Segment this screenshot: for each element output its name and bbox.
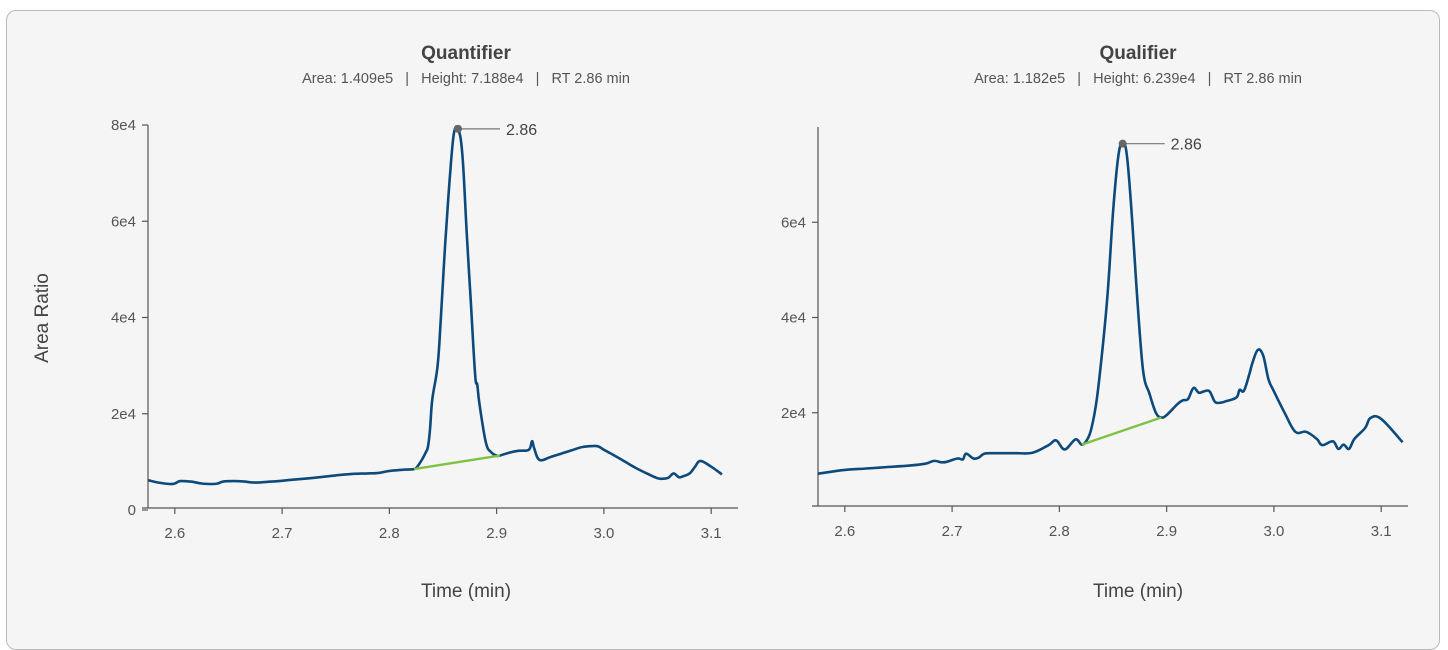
chromatogram-trace bbox=[817, 142, 1404, 475]
x-tick-label: 2.9 bbox=[486, 525, 507, 542]
y-tick-label: 8e4 bbox=[111, 117, 136, 134]
peak-rt-label: 2.86 bbox=[1171, 137, 1202, 154]
x-tick-label: 3.1 bbox=[1371, 523, 1392, 540]
x-tick-label: 2.8 bbox=[379, 525, 400, 542]
x-tick-label: 3.1 bbox=[701, 525, 722, 542]
chromatogram-charts: Quantifier Area: 1.409e5 | Height: 7.188e… bbox=[32, 43, 1408, 602]
y-axis-label: Area Ratio bbox=[32, 273, 53, 363]
chart-2: Qualifier Area: 1.182e5 | Height: 6.239e4… bbox=[781, 43, 1408, 602]
x-tick-label: 3.0 bbox=[593, 525, 614, 542]
x-tick-label: 2.9 bbox=[1156, 523, 1177, 540]
y-tick-label: 2e4 bbox=[111, 406, 136, 423]
y-tick-label: 4e4 bbox=[111, 310, 136, 327]
y-tick-label: 2e4 bbox=[781, 405, 806, 422]
x-tick-label: 2.6 bbox=[164, 525, 185, 542]
x-tick-label: 2.7 bbox=[272, 525, 293, 542]
y-tick-label: 6e4 bbox=[781, 214, 806, 231]
y-tick-label: 4e4 bbox=[781, 310, 806, 327]
x-tick-label: 2.7 bbox=[942, 523, 963, 540]
chart-title: Quantifier bbox=[421, 43, 511, 64]
peak-apex-marker[interactable] bbox=[454, 124, 463, 133]
integration-baseline bbox=[1081, 416, 1162, 446]
y-tick-label: 6e4 bbox=[111, 213, 136, 230]
x-axis-label: Time (min) bbox=[421, 581, 511, 602]
peak-rt-label: 2.86 bbox=[506, 122, 537, 139]
x-tick-label: 2.6 bbox=[834, 523, 855, 540]
chart-panel bbox=[6, 10, 1440, 650]
x-axis-label: Time (min) bbox=[1093, 581, 1183, 602]
integration-baseline bbox=[413, 454, 501, 471]
chromatogram-trace bbox=[147, 125, 723, 486]
chart-1: Quantifier Area: 1.409e5 | Height: 7.188e… bbox=[32, 43, 738, 602]
chart-subtitle: Area: 1.409e5 | Height: 7.188e4 | RT 2.8… bbox=[302, 71, 630, 87]
x-tick-label: 2.8 bbox=[1049, 523, 1070, 540]
y-tick-label: 0 bbox=[128, 502, 136, 519]
x-tick-label: 3.0 bbox=[1263, 523, 1284, 540]
chart-title: Qualifier bbox=[1099, 43, 1177, 64]
peak-apex-marker[interactable] bbox=[1118, 139, 1127, 148]
chart-subtitle: Area: 1.182e5 | Height: 6.239e4 | RT 2.8… bbox=[974, 71, 1302, 87]
